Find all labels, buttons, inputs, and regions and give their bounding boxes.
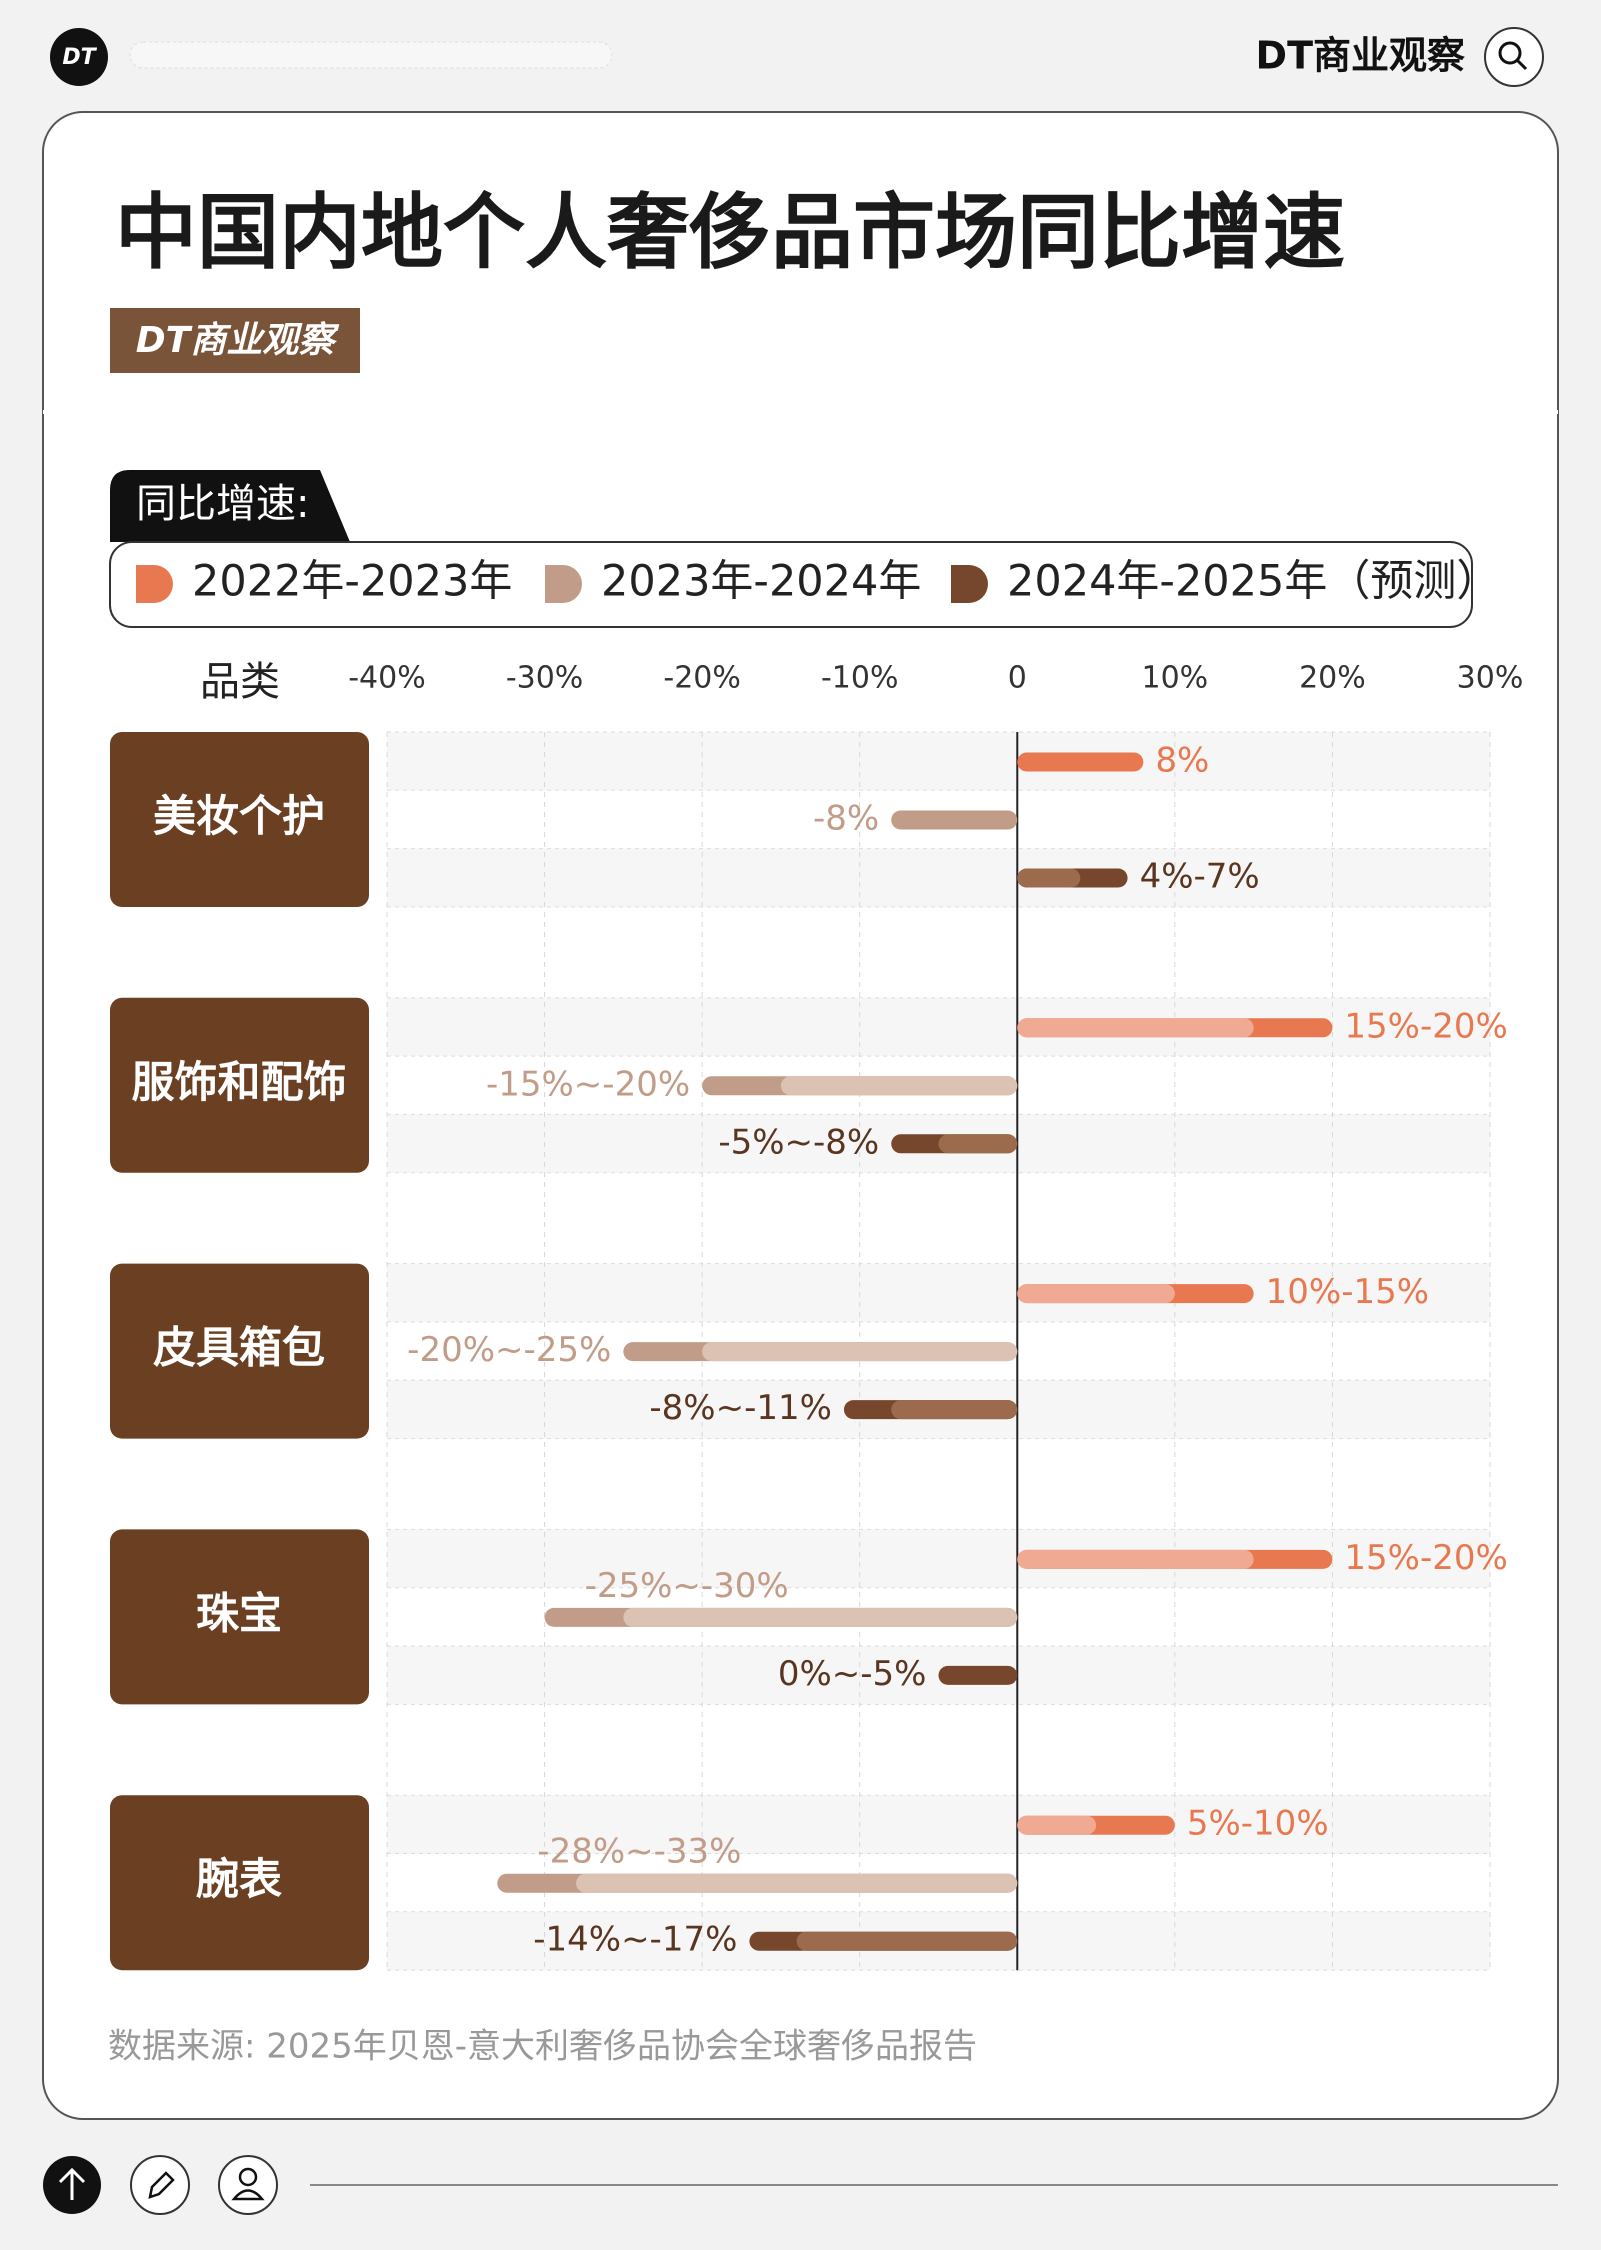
logo-mark: DT	[62, 45, 97, 70]
value-label: 8%	[1155, 741, 1209, 781]
edit-button[interactable]	[130, 2155, 190, 2215]
row-band	[387, 1646, 1490, 1705]
legend-title: 同比增速:	[136, 481, 309, 527]
value-label: -8%~-11%	[649, 1388, 832, 1428]
bar	[1017, 868, 1081, 888]
category-box	[110, 997, 369, 1173]
legend-tab	[110, 470, 350, 542]
value-label: -14%~-17%	[533, 1920, 737, 1960]
bar	[938, 1665, 1018, 1685]
x-tick-label: -40%	[348, 661, 426, 696]
x-tick-label: -30%	[506, 661, 584, 696]
edit-icon	[148, 2171, 175, 2199]
header-brand: DT商业观察	[1256, 34, 1465, 78]
bar	[1017, 752, 1144, 772]
bar	[891, 810, 1018, 830]
top-icon	[58, 2167, 86, 2200]
x-tick-label: -20%	[663, 661, 741, 696]
value-label: 15%-20%	[1344, 1538, 1507, 1578]
category-label: 美妆个护	[153, 792, 325, 842]
source: 数据来源: 2025年贝恩-意大利奢侈品协会全球奢侈品报告	[108, 2027, 977, 2067]
value-label: -20%~-25%	[407, 1330, 611, 1370]
bar	[780, 1076, 1018, 1096]
brand-box-text: DT商业观察	[136, 320, 340, 361]
bar	[1017, 1284, 1175, 1304]
legend-marker	[136, 565, 173, 603]
value-label: -5%~-8%	[718, 1122, 879, 1162]
x-tick-label: 20%	[1299, 661, 1366, 696]
category-label: 腕表	[196, 1855, 282, 1905]
search-icon	[1515, 58, 1528, 71]
search-button[interactable]	[1484, 27, 1544, 87]
row-band	[387, 732, 1490, 791]
legend-marker	[951, 565, 988, 603]
chart: 2022年-2023年 2023年-2024年 2024年-2025年（预测） -40…	[110, 557, 1523, 1971]
value-label: 4%-7%	[1140, 857, 1260, 897]
user-icon	[238, 2167, 258, 2187]
bar	[1017, 1815, 1097, 1835]
category-label: 珠宝	[196, 1589, 282, 1639]
row-band	[387, 1263, 1490, 1322]
user-icon	[231, 2189, 265, 2201]
value-label: -8%	[813, 799, 879, 839]
row-band	[387, 1795, 1490, 1854]
bar	[1017, 1549, 1254, 1569]
category-box	[110, 1795, 369, 1971]
category-label: 服饰和配饰	[132, 1058, 347, 1108]
value-label: 15%-20%	[1344, 1006, 1507, 1046]
category-box	[110, 1263, 369, 1439]
brand-box	[110, 308, 360, 373]
legend-box	[109, 541, 1473, 628]
category-label: 皮具箱包	[153, 1324, 325, 1374]
row-band	[387, 848, 1490, 907]
logo-circle[interactable]	[50, 28, 108, 86]
chart-title: 中国内地个人奢侈品市场同比增速	[115, 185, 1345, 280]
legend-marker	[545, 565, 582, 603]
bar	[796, 1931, 1018, 1951]
value-label: -15%~-20%	[486, 1064, 690, 1104]
legend-label: 2022年-2023年	[192, 557, 512, 607]
bar	[938, 1134, 1018, 1154]
search-icon	[1498, 41, 1522, 65]
legend-label: 2023年-2024年	[601, 557, 921, 607]
search-bar[interactable]	[129, 41, 613, 69]
category-box	[110, 732, 369, 907]
x-tick-label: 0	[1008, 661, 1027, 696]
x-tick-label: 10%	[1142, 661, 1209, 696]
value-label: 0%~-5%	[778, 1654, 927, 1694]
legend-label: 2024年-2025年（预测）	[1007, 557, 1499, 607]
bar	[1017, 1018, 1254, 1038]
value-label: -28%~-33%	[537, 1832, 741, 1872]
bar	[891, 1400, 1018, 1420]
bar	[702, 1342, 1018, 1362]
value-label: 10%-15%	[1266, 1272, 1429, 1312]
value-label: 5%-10%	[1187, 1804, 1329, 1844]
value-label: -25%~-30%	[585, 1566, 789, 1606]
category-box	[110, 1529, 369, 1705]
category-axis-label: 品类	[200, 659, 280, 705]
bar	[576, 1873, 1018, 1893]
x-tick-label: 30%	[1457, 661, 1524, 696]
x-tick-label: -10%	[821, 661, 899, 696]
bar	[623, 1607, 1018, 1627]
